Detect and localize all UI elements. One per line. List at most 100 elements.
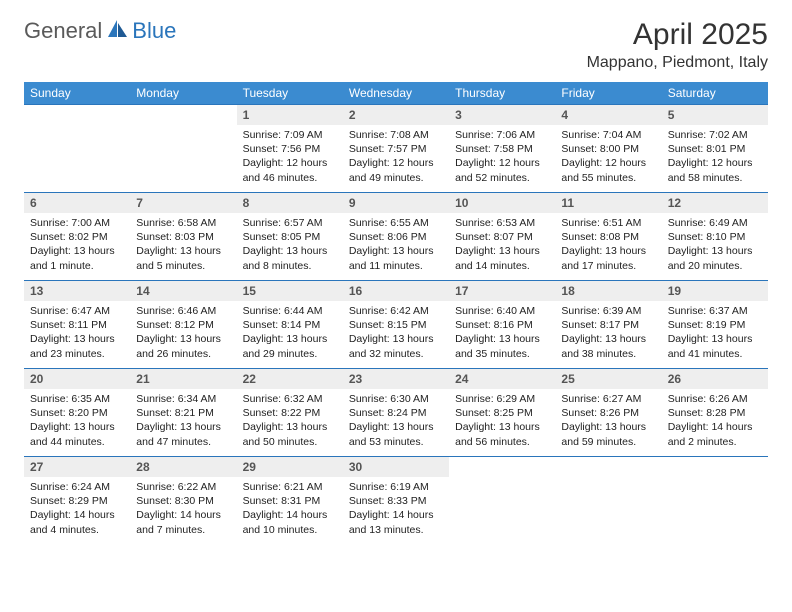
calendar-day: 19Sunrise: 6:37 AMSunset: 8:19 PMDayligh…: [662, 281, 768, 369]
day-number: 8: [237, 193, 343, 213]
calendar-day: 30Sunrise: 6:19 AMSunset: 8:33 PMDayligh…: [343, 457, 449, 545]
day-body: Sunrise: 6:58 AMSunset: 8:03 PMDaylight:…: [130, 213, 236, 277]
brand-part2: Blue: [132, 18, 176, 44]
day-number: 4: [555, 105, 661, 125]
day-body: Sunrise: 6:24 AMSunset: 8:29 PMDaylight:…: [24, 477, 130, 541]
calendar-day: 21Sunrise: 6:34 AMSunset: 8:21 PMDayligh…: [130, 369, 236, 457]
day-number: 24: [449, 369, 555, 389]
calendar-day: 1Sunrise: 7:09 AMSunset: 7:56 PMDaylight…: [237, 105, 343, 193]
day-body: Sunrise: 6:55 AMSunset: 8:06 PMDaylight:…: [343, 213, 449, 277]
weekday-header: Wednesday: [343, 82, 449, 105]
calendar-day: 26Sunrise: 6:26 AMSunset: 8:28 PMDayligh…: [662, 369, 768, 457]
calendar-day-empty: [130, 105, 236, 193]
title-block: April 2025 Mappano, Piedmont, Italy: [587, 18, 768, 72]
day-number: 29: [237, 457, 343, 477]
day-body: Sunrise: 7:08 AMSunset: 7:57 PMDaylight:…: [343, 125, 449, 189]
day-body: Sunrise: 6:30 AMSunset: 8:24 PMDaylight:…: [343, 389, 449, 453]
calendar-day: 22Sunrise: 6:32 AMSunset: 8:22 PMDayligh…: [237, 369, 343, 457]
calendar-page: General Blue April 2025 Mappano, Piedmon…: [0, 0, 792, 555]
day-body: Sunrise: 6:57 AMSunset: 8:05 PMDaylight:…: [237, 213, 343, 277]
day-body: Sunrise: 6:32 AMSunset: 8:22 PMDaylight:…: [237, 389, 343, 453]
day-number: 26: [662, 369, 768, 389]
day-body: Sunrise: 6:49 AMSunset: 8:10 PMDaylight:…: [662, 213, 768, 277]
calendar-day: 11Sunrise: 6:51 AMSunset: 8:08 PMDayligh…: [555, 193, 661, 281]
day-body: Sunrise: 7:09 AMSunset: 7:56 PMDaylight:…: [237, 125, 343, 189]
calendar-day: 23Sunrise: 6:30 AMSunset: 8:24 PMDayligh…: [343, 369, 449, 457]
day-number: 18: [555, 281, 661, 301]
day-number: 19: [662, 281, 768, 301]
day-number: 20: [24, 369, 130, 389]
day-body: Sunrise: 6:21 AMSunset: 8:31 PMDaylight:…: [237, 477, 343, 541]
day-number: 12: [662, 193, 768, 213]
calendar-day: 4Sunrise: 7:04 AMSunset: 8:00 PMDaylight…: [555, 105, 661, 193]
weekday-header: Saturday: [662, 82, 768, 105]
calendar-header: SundayMondayTuesdayWednesdayThursdayFrid…: [24, 82, 768, 105]
calendar-day: 27Sunrise: 6:24 AMSunset: 8:29 PMDayligh…: [24, 457, 130, 545]
calendar-day: 28Sunrise: 6:22 AMSunset: 8:30 PMDayligh…: [130, 457, 236, 545]
day-number: 17: [449, 281, 555, 301]
calendar-day: 2Sunrise: 7:08 AMSunset: 7:57 PMDaylight…: [343, 105, 449, 193]
location: Mappano, Piedmont, Italy: [587, 54, 768, 72]
calendar-day-empty: [662, 457, 768, 545]
calendar-day: 16Sunrise: 6:42 AMSunset: 8:15 PMDayligh…: [343, 281, 449, 369]
calendar-day: 18Sunrise: 6:39 AMSunset: 8:17 PMDayligh…: [555, 281, 661, 369]
weekday-header: Monday: [130, 82, 236, 105]
day-body: Sunrise: 7:04 AMSunset: 8:00 PMDaylight:…: [555, 125, 661, 189]
calendar-day: 20Sunrise: 6:35 AMSunset: 8:20 PMDayligh…: [24, 369, 130, 457]
day-number: 3: [449, 105, 555, 125]
calendar-day-empty: [24, 105, 130, 193]
day-number: 28: [130, 457, 236, 477]
calendar-day: 24Sunrise: 6:29 AMSunset: 8:25 PMDayligh…: [449, 369, 555, 457]
calendar-day: 15Sunrise: 6:44 AMSunset: 8:14 PMDayligh…: [237, 281, 343, 369]
day-number: 9: [343, 193, 449, 213]
day-number: 6: [24, 193, 130, 213]
calendar-week-row: 6Sunrise: 7:00 AMSunset: 8:02 PMDaylight…: [24, 193, 768, 281]
day-number: 10: [449, 193, 555, 213]
calendar-day: 5Sunrise: 7:02 AMSunset: 8:01 PMDaylight…: [662, 105, 768, 193]
day-body: Sunrise: 7:00 AMSunset: 8:02 PMDaylight:…: [24, 213, 130, 277]
day-number: 5: [662, 105, 768, 125]
brand-logo: General Blue: [24, 18, 176, 44]
calendar-day: 25Sunrise: 6:27 AMSunset: 8:26 PMDayligh…: [555, 369, 661, 457]
day-body: Sunrise: 7:02 AMSunset: 8:01 PMDaylight:…: [662, 125, 768, 189]
weekday-header: Thursday: [449, 82, 555, 105]
day-number: 15: [237, 281, 343, 301]
day-body: Sunrise: 6:22 AMSunset: 8:30 PMDaylight:…: [130, 477, 236, 541]
calendar-day: 9Sunrise: 6:55 AMSunset: 8:06 PMDaylight…: [343, 193, 449, 281]
day-body: Sunrise: 6:46 AMSunset: 8:12 PMDaylight:…: [130, 301, 236, 365]
calendar-day-empty: [449, 457, 555, 545]
calendar-week-row: 1Sunrise: 7:09 AMSunset: 7:56 PMDaylight…: [24, 105, 768, 193]
day-number: 27: [24, 457, 130, 477]
day-number: 11: [555, 193, 661, 213]
day-body: Sunrise: 6:47 AMSunset: 8:11 PMDaylight:…: [24, 301, 130, 365]
weekday-header: Sunday: [24, 82, 130, 105]
day-number: 22: [237, 369, 343, 389]
calendar-day: 17Sunrise: 6:40 AMSunset: 8:16 PMDayligh…: [449, 281, 555, 369]
day-body: Sunrise: 6:34 AMSunset: 8:21 PMDaylight:…: [130, 389, 236, 453]
day-number: 25: [555, 369, 661, 389]
calendar-week-row: 20Sunrise: 6:35 AMSunset: 8:20 PMDayligh…: [24, 369, 768, 457]
calendar-day: 29Sunrise: 6:21 AMSunset: 8:31 PMDayligh…: [237, 457, 343, 545]
day-body: Sunrise: 6:19 AMSunset: 8:33 PMDaylight:…: [343, 477, 449, 541]
day-number: 16: [343, 281, 449, 301]
month-title: April 2025: [587, 18, 768, 52]
day-body: Sunrise: 6:26 AMSunset: 8:28 PMDaylight:…: [662, 389, 768, 453]
calendar-day: 13Sunrise: 6:47 AMSunset: 8:11 PMDayligh…: [24, 281, 130, 369]
day-body: Sunrise: 6:42 AMSunset: 8:15 PMDaylight:…: [343, 301, 449, 365]
day-number: 7: [130, 193, 236, 213]
day-body: Sunrise: 6:44 AMSunset: 8:14 PMDaylight:…: [237, 301, 343, 365]
day-number: 2: [343, 105, 449, 125]
day-body: Sunrise: 6:27 AMSunset: 8:26 PMDaylight:…: [555, 389, 661, 453]
calendar-day: 10Sunrise: 6:53 AMSunset: 8:07 PMDayligh…: [449, 193, 555, 281]
calendar-day: 6Sunrise: 7:00 AMSunset: 8:02 PMDaylight…: [24, 193, 130, 281]
day-body: Sunrise: 6:35 AMSunset: 8:20 PMDaylight:…: [24, 389, 130, 453]
weekday-header: Tuesday: [237, 82, 343, 105]
calendar-table: SundayMondayTuesdayWednesdayThursdayFrid…: [24, 82, 768, 545]
day-number: 30: [343, 457, 449, 477]
calendar-day: 7Sunrise: 6:58 AMSunset: 8:03 PMDaylight…: [130, 193, 236, 281]
calendar-week-row: 27Sunrise: 6:24 AMSunset: 8:29 PMDayligh…: [24, 457, 768, 545]
header: General Blue April 2025 Mappano, Piedmon…: [24, 18, 768, 72]
weekday-header: Friday: [555, 82, 661, 105]
calendar-week-row: 13Sunrise: 6:47 AMSunset: 8:11 PMDayligh…: [24, 281, 768, 369]
day-body: Sunrise: 6:51 AMSunset: 8:08 PMDaylight:…: [555, 213, 661, 277]
